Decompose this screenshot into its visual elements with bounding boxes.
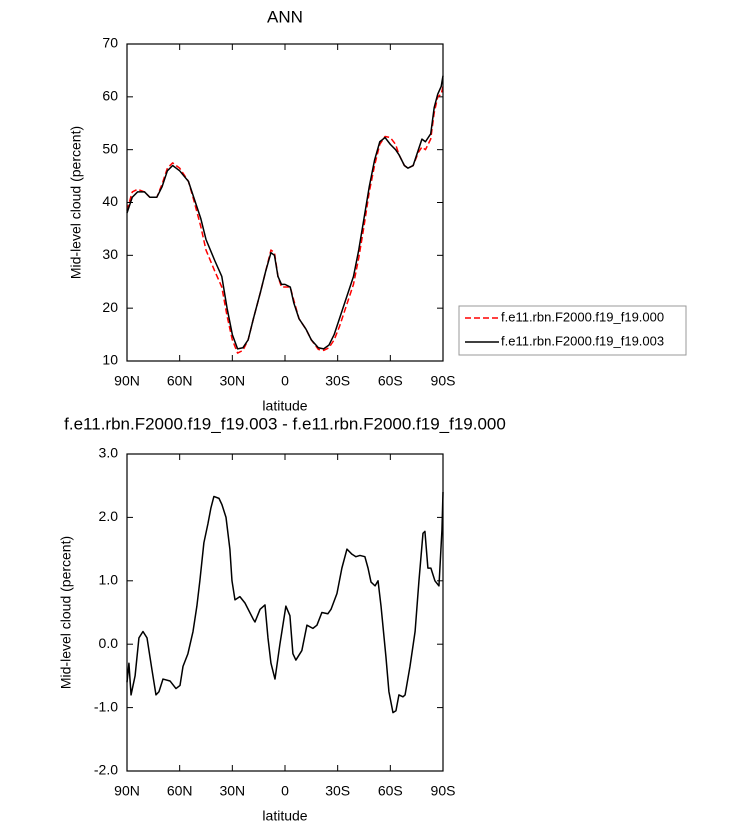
x-tick-label: 60N xyxy=(167,783,193,799)
y-tick-label: 60 xyxy=(102,88,118,104)
x-tick-label: 0 xyxy=(281,373,289,389)
x-tick-label: 90N xyxy=(114,783,140,799)
y-tick-label: -2.0 xyxy=(94,762,118,778)
y-tick-label: 40 xyxy=(102,193,118,209)
y-tick-label: 10 xyxy=(102,352,118,368)
y-tick-label: 1.0 xyxy=(99,572,119,588)
chart-title: ANN xyxy=(267,7,303,26)
chart-title: f.e11.rbn.F2000.f19_f19.003 - f.e11.rbn.… xyxy=(64,414,506,433)
legend-label: f.e11.rbn.F2000.f19_f19.000 xyxy=(501,309,664,324)
legend-box xyxy=(458,305,687,356)
data-line xyxy=(126,492,444,714)
plot-frame xyxy=(126,43,444,362)
x-tick-label: 60S xyxy=(378,783,403,799)
x-tick-label: 30S xyxy=(325,783,350,799)
plot-frame xyxy=(126,453,444,772)
x-axis-label: latitude xyxy=(262,808,307,824)
y-tick-label: -1.0 xyxy=(94,698,118,714)
x-tick-label: 90N xyxy=(114,373,140,389)
x-tick-label: 30S xyxy=(325,373,350,389)
x-tick-label: 60S xyxy=(378,373,403,389)
y-tick-label: 50 xyxy=(102,140,118,156)
y-tick-label: 0.0 xyxy=(99,635,119,651)
x-tick-label: 0 xyxy=(281,783,289,799)
data-line xyxy=(126,75,444,350)
y-tick-label: 20 xyxy=(102,299,118,315)
x-axis-label: latitude xyxy=(262,398,307,414)
x-tick-label: 90S xyxy=(431,373,456,389)
y-tick-label: 30 xyxy=(102,246,118,262)
y-tick-label: 2.0 xyxy=(99,508,119,524)
legend-label: f.e11.rbn.F2000.f19_f19.003 xyxy=(501,333,664,348)
y-axis-label: Mid-level cloud (percent) xyxy=(58,536,74,689)
y-axis-label: Mid-level cloud (percent) xyxy=(68,126,84,279)
y-tick-label: 3.0 xyxy=(99,445,119,461)
y-tick-label: 70 xyxy=(102,35,118,51)
x-tick-label: 90S xyxy=(431,783,456,799)
data-line xyxy=(126,86,444,354)
x-tick-label: 30N xyxy=(219,373,245,389)
x-tick-label: 30N xyxy=(219,783,245,799)
x-tick-label: 60N xyxy=(167,373,193,389)
